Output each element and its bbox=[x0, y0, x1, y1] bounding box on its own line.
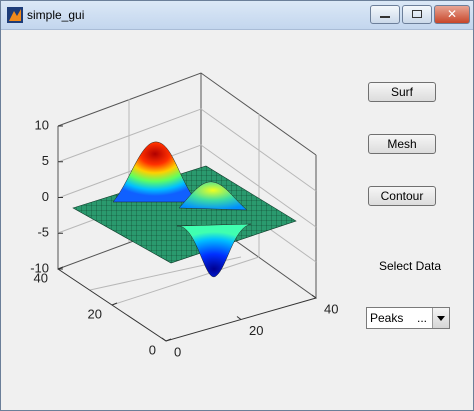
y-tick bbox=[111, 302, 118, 306]
y-tick-label: 40 bbox=[34, 270, 48, 285]
x-tick-label: 40 bbox=[324, 301, 338, 316]
app-icon bbox=[7, 7, 23, 23]
x-tick-label: 0 bbox=[174, 344, 181, 359]
popup-arrow[interactable] bbox=[432, 308, 449, 328]
z-tick-label: 5 bbox=[42, 153, 49, 168]
maximize-button[interactable] bbox=[402, 5, 432, 24]
x-tick bbox=[236, 316, 242, 320]
title-bar: simple_gui ✕ bbox=[1, 1, 473, 30]
window-title: simple_gui bbox=[27, 8, 85, 22]
mesh-button[interactable]: Mesh bbox=[368, 134, 436, 154]
z-tick-label: 0 bbox=[42, 189, 49, 204]
x-tick bbox=[311, 294, 317, 299]
data-popup[interactable]: Peaks ... bbox=[366, 307, 450, 329]
popup-ellipsis: ... bbox=[417, 311, 428, 325]
z-tick-label: -5 bbox=[37, 225, 49, 240]
y-tick bbox=[165, 338, 172, 342]
surface bbox=[72, 141, 297, 277]
popup-value: Peaks bbox=[370, 311, 404, 325]
select-label: Select Data bbox=[379, 259, 442, 273]
close-button[interactable]: ✕ bbox=[434, 5, 470, 24]
minimize-button[interactable] bbox=[370, 5, 400, 24]
surf-button[interactable]: Surf bbox=[368, 82, 436, 102]
axis-lines bbox=[57, 268, 317, 342]
y-tick bbox=[57, 266, 64, 270]
z-tick-label: 10 bbox=[35, 117, 49, 132]
z-tick-label: -10 bbox=[30, 260, 49, 275]
contour-button[interactable]: Contour bbox=[368, 186, 436, 206]
y-tick-label: 0 bbox=[149, 342, 156, 357]
x-tick-label: 20 bbox=[249, 323, 263, 338]
y-tick-label: 20 bbox=[88, 306, 102, 321]
x-tick bbox=[161, 337, 167, 342]
